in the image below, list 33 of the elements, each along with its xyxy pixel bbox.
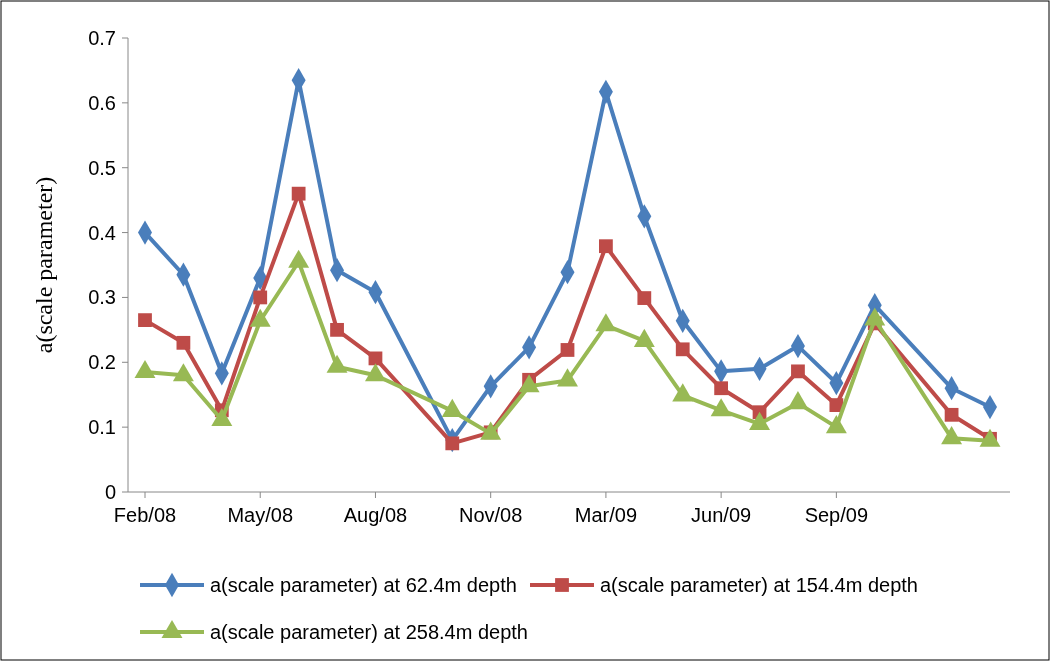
point xyxy=(675,342,690,357)
point xyxy=(944,407,959,422)
y-tick-label: 0.7 xyxy=(88,27,116,49)
y-tick-label: 0.3 xyxy=(88,286,116,309)
x-tick-label: Jun/09 xyxy=(691,504,752,526)
point xyxy=(291,186,306,201)
x-tick-label: Feb/08 xyxy=(113,504,177,526)
x-tick-label: May/08 xyxy=(227,504,294,526)
point xyxy=(637,291,652,305)
point xyxy=(599,239,613,254)
x-tick-label: Nov/08 xyxy=(458,504,523,526)
y-axis-title: a(scale parameter) xyxy=(31,176,57,354)
y-tick-label: 0.6 xyxy=(88,91,116,114)
y-tick-label: 0.1 xyxy=(88,416,116,439)
y-tick-label: 0 xyxy=(104,481,116,503)
point xyxy=(330,322,344,337)
x-tick-label: Mar/09 xyxy=(574,504,638,526)
legend-label: a(scale parameter) at 62.4m depth xyxy=(210,574,517,596)
y-tick-label: 0.4 xyxy=(88,221,116,244)
y-tick-label: 0.2 xyxy=(88,351,116,374)
legend-label: a(scale parameter) at 258.4m depth xyxy=(210,621,528,643)
x-tick-label: Aug/08 xyxy=(343,504,408,526)
y-tick-label: 0.5 xyxy=(88,156,116,179)
point xyxy=(445,436,460,451)
point xyxy=(176,335,191,350)
point xyxy=(791,364,805,379)
legend-label: a(scale parameter) at 154.4m depth xyxy=(600,574,918,596)
point xyxy=(829,398,844,412)
point xyxy=(253,290,268,305)
x-tick-label: Sep/09 xyxy=(804,504,869,526)
point xyxy=(138,313,152,328)
point xyxy=(560,343,575,357)
point xyxy=(714,381,729,396)
